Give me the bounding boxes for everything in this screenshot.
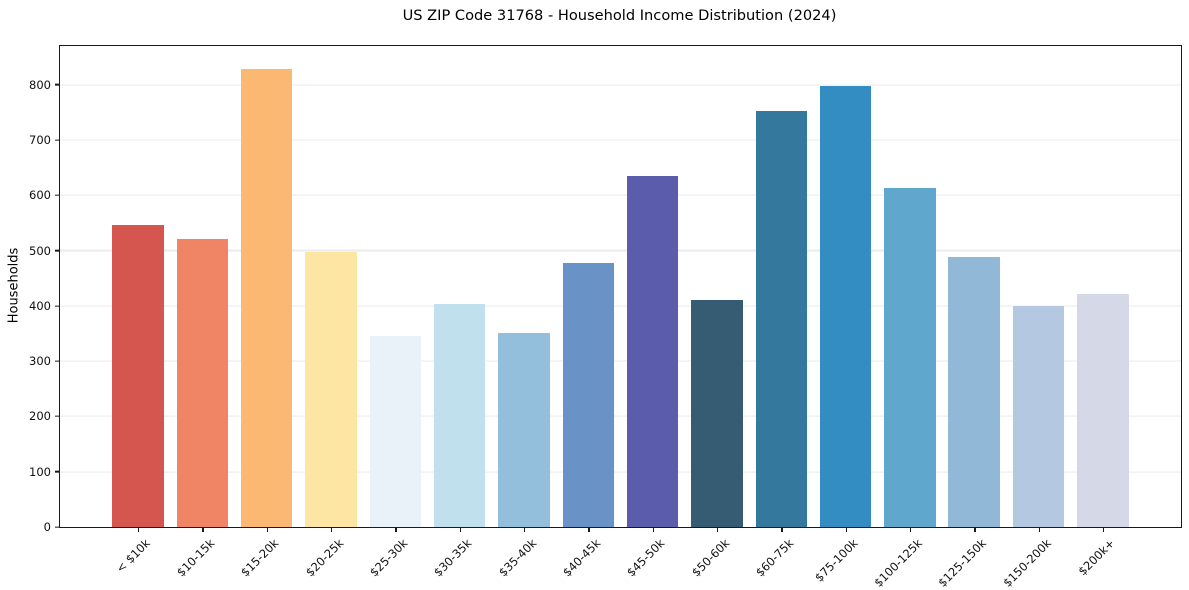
y-tick-mark (54, 415, 59, 418)
bar-$150-200k (1012, 305, 1065, 527)
x-tick-label: $50-60k (688, 536, 732, 580)
gridline (60, 415, 1181, 418)
y-tick-mark (54, 249, 59, 252)
bar-$35-40k (498, 332, 550, 527)
y-tick-label: 100 (29, 464, 51, 479)
plot-area: 0 100 200 300 400 500 600 700 800 < $10k $10-15k $… (29, 45, 1182, 590)
bar-slot: $30-35k (428, 46, 492, 579)
y-tick-label: 400 (29, 298, 51, 313)
bar-slot: $75-100k (812, 46, 877, 585)
chart-title: US ZIP Code 31768 - Household Income Dis… (402, 7, 837, 24)
bar-slot: $40-45k (556, 46, 620, 579)
x-tick-label: $20-25k (302, 536, 346, 580)
bar-slot: $25-30k (363, 46, 427, 579)
bar-$20-25k (305, 252, 357, 527)
x-tick-label: < $10k (113, 536, 154, 576)
y-tick-label: 200 (29, 409, 51, 424)
x-tick-label: $200k+ (1075, 536, 1118, 579)
y-tick-mark (54, 471, 59, 473)
y-tick-mark (54, 305, 59, 307)
bar-$10-15k (176, 238, 229, 527)
gridline (60, 360, 1181, 362)
x-tick-mark (716, 528, 719, 533)
x-tick-label: $10-15k (173, 536, 218, 580)
bar-slot: $20-25k (299, 46, 363, 579)
bar-$200k+ (1077, 293, 1129, 527)
bar-< $10k (112, 225, 164, 527)
x-tick-mark (524, 528, 526, 533)
bar-slot: $45-50k (621, 46, 685, 579)
bar-slot: $35-40k (492, 46, 556, 579)
bar-slot: $10-15k (170, 46, 234, 579)
gridline (60, 305, 1181, 307)
bar-slot: $125-150k (935, 46, 1006, 590)
y-axis-label-wrap: Households (0, 45, 28, 526)
x-tick-mark (202, 528, 204, 533)
bar-$75-100k (819, 85, 872, 527)
x-tick-label: $35-40k (495, 536, 539, 580)
gridline (60, 249, 1181, 252)
x-tick-label: $150-200k (999, 536, 1054, 590)
bar-$60-75k (755, 111, 807, 527)
y-tick-label: 500 (29, 243, 51, 258)
x-tick-label: $125-150k (935, 536, 990, 590)
y-tick-mark (54, 360, 59, 362)
bar-slot: < $10k (106, 46, 170, 576)
x-tick-label: $60-75k (752, 536, 797, 580)
x-tick-label: $75-100k (811, 536, 861, 585)
bar-$15-20k (241, 68, 293, 527)
x-tick-mark (266, 528, 269, 533)
gridline (60, 84, 1181, 86)
bar-slot: $50-60k (685, 46, 749, 579)
y-tick-mark (54, 526, 59, 528)
y-tick-mark (54, 84, 59, 86)
y-tick-label: 800 (29, 77, 51, 92)
x-tick-label: $100-125k (871, 536, 925, 590)
y-tick-mark (54, 139, 59, 141)
x-tick-label: $40-45k (559, 536, 604, 580)
gridline (60, 471, 1181, 473)
bar-$100-125k (884, 187, 936, 527)
x-tick-label: $15-20k (238, 536, 282, 580)
gridline (60, 139, 1181, 141)
x-tick-mark (1038, 528, 1040, 533)
x-tick-mark (1102, 528, 1105, 533)
bar-$45-50k (626, 176, 679, 527)
y-tick-label: 300 (29, 354, 51, 369)
x-tick-mark (845, 528, 847, 533)
x-tick-label: $30-35k (431, 536, 475, 580)
x-tick-mark (138, 528, 140, 533)
bar-$30-35k (433, 303, 486, 527)
gridline (60, 194, 1181, 196)
x-tick-mark (588, 528, 590, 533)
bar-slot: $15-20k (235, 46, 299, 579)
y-axis-label: Households (6, 247, 22, 324)
bars-container: < $10k $10-15k $15-20k $20-25k $25-30k $30-35… (60, 46, 1181, 590)
x-tick-mark (781, 528, 783, 533)
x-tick-mark (331, 528, 333, 533)
y-tick-label: 700 (29, 133, 51, 147)
x-tick-mark (652, 528, 654, 533)
x-tick-label: $45-50k (624, 536, 668, 580)
x-tick-label: $25-30k (366, 536, 411, 580)
bar-slot: $150-200k (1000, 46, 1070, 590)
bar-slot: $100-125k (871, 46, 942, 590)
bar-$50-60k (691, 299, 743, 527)
x-tick-mark (395, 528, 397, 533)
y-tick-label: 0 (43, 520, 51, 534)
x-tick-mark (974, 528, 976, 533)
x-tick-mark (909, 528, 912, 533)
x-tick-mark (459, 528, 462, 533)
y-tick-mark (54, 194, 59, 196)
bar-$125-150k (948, 256, 1000, 527)
bar-$25-30k (369, 335, 422, 527)
y-tick-label: 600 (29, 188, 51, 203)
bar-slot: $60-75k (749, 46, 813, 579)
bar-slot: $200k+ (1071, 46, 1135, 578)
bar-$40-45k (562, 263, 615, 527)
